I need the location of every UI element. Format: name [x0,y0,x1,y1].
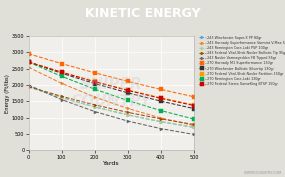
.243 Remington Core-Lokt PSP 100gr [192,126,196,128]
.270 Federal Sierra GameKing BTSP 150gr [60,71,63,73]
.243 Federal Vital-Shok Nosler Ballistic Tip 95gr [126,111,129,113]
.270 Hornady M1 Superformance 130gr [159,88,162,90]
.243 Winchester Super-X PP 80gr [126,114,129,116]
.243 Remington Core-Lokt PSP 100gr [126,114,129,116]
.270 Federal Sierra GameKing BTSP 150gr [159,97,162,99]
.243 Federal Vital-Shok Nosler Ballistic Tip 95gr [27,86,30,88]
.243 Winchester Super-X PP 80gr [60,97,63,99]
.243 Nosler Varmageddon FB Tipped 55gr [126,120,129,122]
.243 Federal Vital-Shok Nosler Ballistic Tip 95gr [192,123,196,125]
.243 Remington Core-Lokt PSP 100gr [60,96,63,99]
.270 Winchester Ballistic Silvertip 130gr [192,107,196,110]
.243 Remington Core-Lokt PSP 100gr [93,106,96,108]
.243 Remington Core-Lokt PSP 100gr [159,121,162,123]
.270 Hornady M1 Superformance 130gr [126,80,129,82]
.270 Hornady M1 Superformance 130gr [93,72,96,74]
.243 Federal Vital-Shok Nosler Ballistic Tip 95gr [93,104,96,106]
.243 Federal Vital-Shok Nosler Ballistic Tip 95gr [159,118,162,120]
.270 Remington Core-Lokt 130gr [192,118,196,120]
Legend: .243 Winchester Super-X PP 80gr, .243 Hornady Superformance Varmint V-Max 58gr, : .243 Winchester Super-X PP 80gr, .243 Ho… [199,35,285,87]
.270 Hornady M1 Superformance 130gr [60,62,63,65]
.243 Hornady Superformance Varmint V-Max 58gr [159,117,162,119]
Line: .270 Federal Sierra GameKing BTSP 150gr: .270 Federal Sierra GameKing BTSP 150gr [27,60,195,107]
.270 Remington Core-Lokt 130gr [159,109,162,112]
.243 Nosler Varmageddon FB Tipped 55gr [27,84,30,86]
Line: .243 Hornady Superformance Varmint V-Max 58gr: .243 Hornady Superformance Varmint V-Max… [27,66,195,127]
.243 Hornady Superformance Varmint V-Max 58gr [93,96,96,98]
Line: .270 Federal Vital-Shok Nosler Partition 150gr: .270 Federal Vital-Shok Nosler Partition… [27,60,195,106]
.243 Nosler Varmageddon FB Tipped 55gr [93,110,96,113]
.270 Hornady M1 Superformance 130gr [192,96,196,98]
Text: SNIPERCOUNTRY.COM: SNIPERCOUNTRY.COM [244,171,282,175]
.243 Winchester Super-X PP 80gr [192,126,196,129]
.270 Winchester Ballistic Silvertip 130gr [126,92,129,94]
.243 Winchester Super-X PP 80gr [93,106,96,108]
.243 Winchester Super-X PP 80gr [27,86,30,88]
.243 Hornady Superformance Varmint V-Max 58gr [126,107,129,110]
.270 Federal Vital-Shok Nosler Partition 150gr [27,61,30,63]
.270 Winchester Ballistic Silvertip 130gr [60,72,63,74]
Text: SNIPER
COUNTRY: SNIPER COUNTRY [71,77,152,109]
Text: KINETIC ENERGY: KINETIC ENERGY [85,7,200,20]
.270 Federal Sierra GameKing BTSP 150gr [192,104,196,107]
.243 Nosler Varmageddon FB Tipped 55gr [60,99,63,101]
.243 Federal Vital-Shok Nosler Ballistic Tip 95gr [60,95,63,97]
.243 Nosler Varmageddon FB Tipped 55gr [159,128,162,130]
.270 Federal Vital-Shok Nosler Partition 150gr [159,97,162,99]
.243 Hornady Superformance Varmint V-Max 58gr [192,125,196,127]
.243 Remington Core-Lokt PSP 100gr [27,86,30,88]
Y-axis label: Energy (Ft/lbs): Energy (Ft/lbs) [5,74,11,113]
Line: .270 Winchester Ballistic Silvertip 130gr: .270 Winchester Ballistic Silvertip 130g… [27,60,195,110]
.243 Nosler Varmageddon FB Tipped 55gr [192,133,196,136]
Line: .243 Winchester Super-X PP 80gr: .243 Winchester Super-X PP 80gr [27,85,195,129]
Line: .243 Nosler Varmageddon FB Tipped 55gr: .243 Nosler Varmageddon FB Tipped 55gr [27,84,195,136]
X-axis label: Yards: Yards [103,161,119,166]
.243 Hornady Superformance Varmint V-Max 58gr [27,66,30,68]
.270 Remington Core-Lokt 130gr [27,61,30,63]
.243 Hornady Superformance Varmint V-Max 58gr [60,82,63,84]
.270 Remington Core-Lokt 130gr [93,88,96,90]
.270 Federal Sierra GameKing BTSP 150gr [27,61,30,63]
.270 Winchester Ballistic Silvertip 130gr [27,61,30,63]
.270 Remington Core-Lokt 130gr [60,75,63,77]
.270 Hornady M1 Superformance 130gr [27,53,30,55]
.270 Winchester Ballistic Silvertip 130gr [159,100,162,102]
.270 Federal Vital-Shok Nosler Partition 150gr [60,71,63,73]
Line: .270 Hornady M1 Superformance 130gr: .270 Hornady M1 Superformance 130gr [27,52,195,98]
Line: .243 Remington Core-Lokt PSP 100gr: .243 Remington Core-Lokt PSP 100gr [27,85,195,129]
Line: .243 Federal Vital-Shok Nosler Ballistic Tip 95gr: .243 Federal Vital-Shok Nosler Ballistic… [27,85,195,126]
.270 Federal Sierra GameKing BTSP 150gr [126,89,129,92]
.270 Federal Vital-Shok Nosler Partition 150gr [192,104,196,106]
.243 Winchester Super-X PP 80gr [159,121,162,123]
.270 Remington Core-Lokt 130gr [126,99,129,102]
.270 Federal Vital-Shok Nosler Partition 150gr [93,80,96,82]
.270 Federal Sierra GameKing BTSP 150gr [93,81,96,83]
.270 Winchester Ballistic Silvertip 130gr [93,82,96,85]
Line: .270 Remington Core-Lokt 130gr: .270 Remington Core-Lokt 130gr [27,61,195,121]
.270 Federal Vital-Shok Nosler Partition 150gr [126,89,129,91]
